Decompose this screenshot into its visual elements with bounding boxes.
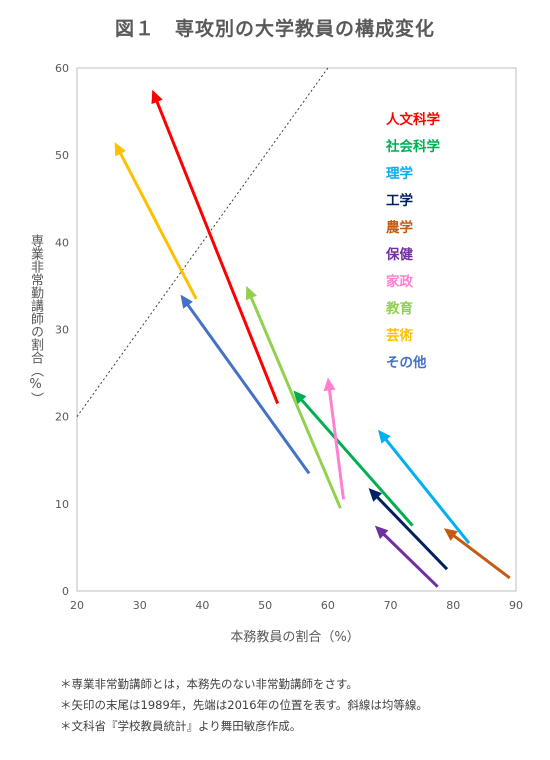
x-tick-label: 40: [195, 599, 209, 612]
arrow-shaft: [452, 534, 511, 580]
arrow-家政: [323, 377, 346, 500]
reference-line: [76, 67, 329, 417]
footnote: ＊専業非常勤講師とは，本務先のない非常勤講師をさす。: [60, 677, 358, 691]
x-tick-label: 70: [384, 599, 398, 612]
arrow-head: [245, 285, 257, 301]
x-tick-label: 60: [321, 599, 335, 612]
arrow-理学: [378, 429, 471, 544]
legend-item: 芸術: [386, 328, 413, 344]
footnote: ＊矢印の末尾は1989年，先端は2016年の位置を表す。斜線は均等線。: [60, 698, 428, 712]
arrow-head: [151, 89, 163, 105]
legend: 人文科学社会科学理学工学農学保健家政教育芸術その他: [386, 111, 440, 381]
arrow-shaft: [382, 532, 439, 588]
y-tick-label: 40: [55, 236, 69, 249]
y-tick-label: 60: [55, 62, 69, 75]
arrow-教育: [245, 285, 342, 509]
arrow-保健: [374, 525, 439, 588]
plot-area-border: [76, 67, 517, 592]
y-tick-label: 50: [55, 149, 69, 162]
arrow-shaft: [375, 495, 449, 571]
chart-title: 図１ 専攻別の大学教員の構成変化: [114, 18, 435, 40]
legend-item: 保健: [386, 247, 413, 263]
x-tick-label: 50: [258, 599, 272, 612]
arrow-工学: [368, 488, 449, 571]
legend-item: 家政: [386, 274, 413, 290]
arrow-社会科学: [293, 390, 414, 527]
y-axis-label: 専業非常勤講師の割合（%）: [28, 234, 43, 405]
arrow-shaft: [300, 398, 414, 527]
arrow-head: [443, 528, 458, 541]
arrow-芸術: [114, 142, 198, 300]
legend-item: 工学: [386, 193, 413, 209]
arrow-shaft: [249, 296, 342, 509]
arrow-その他: [180, 294, 311, 475]
arrow-人文科学: [151, 89, 280, 405]
legend-item: 理学: [386, 166, 413, 182]
arrow-shaft: [384, 438, 471, 544]
reference-line-group: [76, 67, 329, 417]
x-tick-label: 90: [509, 599, 523, 612]
arrow-shaft: [118, 152, 198, 300]
arrow-shaft: [186, 303, 311, 475]
arrow-shaft: [155, 100, 280, 405]
y-tick-label: 30: [55, 324, 69, 337]
y-tick-label: 10: [55, 498, 69, 511]
arrow-head: [378, 429, 391, 444]
legend-item: その他: [386, 355, 427, 371]
arrow-head: [114, 142, 126, 157]
x-tick-label: 20: [70, 599, 84, 612]
x-tick-label: 30: [133, 599, 147, 612]
footnote: ＊文科省『学校教員統計』より舞田敏彦作成。: [60, 719, 302, 733]
arrow-農学: [443, 528, 511, 580]
legend-item: 教育: [386, 301, 413, 317]
arrow-shaft: [327, 389, 346, 500]
axes: 20 30 40 50 60 70 80 90 0 10 20 30 40 50 60: [55, 62, 523, 612]
legend-item: 人文科学: [386, 112, 440, 128]
arrow-head: [368, 488, 382, 502]
legend-item: 社会科学: [386, 139, 440, 155]
arrow-head: [180, 294, 193, 309]
footnotes: ＊専業非常勤講師とは，本務先のない非常勤講師をさす。 ＊矢印の末尾は1989年，…: [60, 674, 428, 737]
arrow-group: [114, 89, 511, 588]
legend-item: 農学: [386, 220, 413, 236]
x-tick-label: 80: [446, 599, 460, 612]
arrow-head: [293, 390, 307, 405]
arrow-head: [374, 525, 389, 539]
arrow-head: [323, 377, 336, 392]
y-tick-label: 20: [55, 411, 69, 424]
x-axis-label: 本務教員の割合（%）: [230, 630, 360, 645]
y-tick-label: 0: [62, 585, 69, 598]
